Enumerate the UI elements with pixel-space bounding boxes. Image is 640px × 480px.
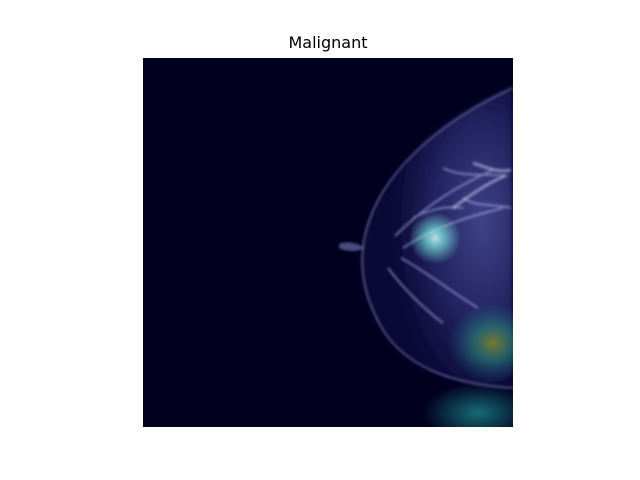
- mammogram-image: [143, 58, 513, 427]
- mammogram-heatmap-svg: [143, 58, 513, 427]
- plot-title: Malignant: [0, 33, 640, 53]
